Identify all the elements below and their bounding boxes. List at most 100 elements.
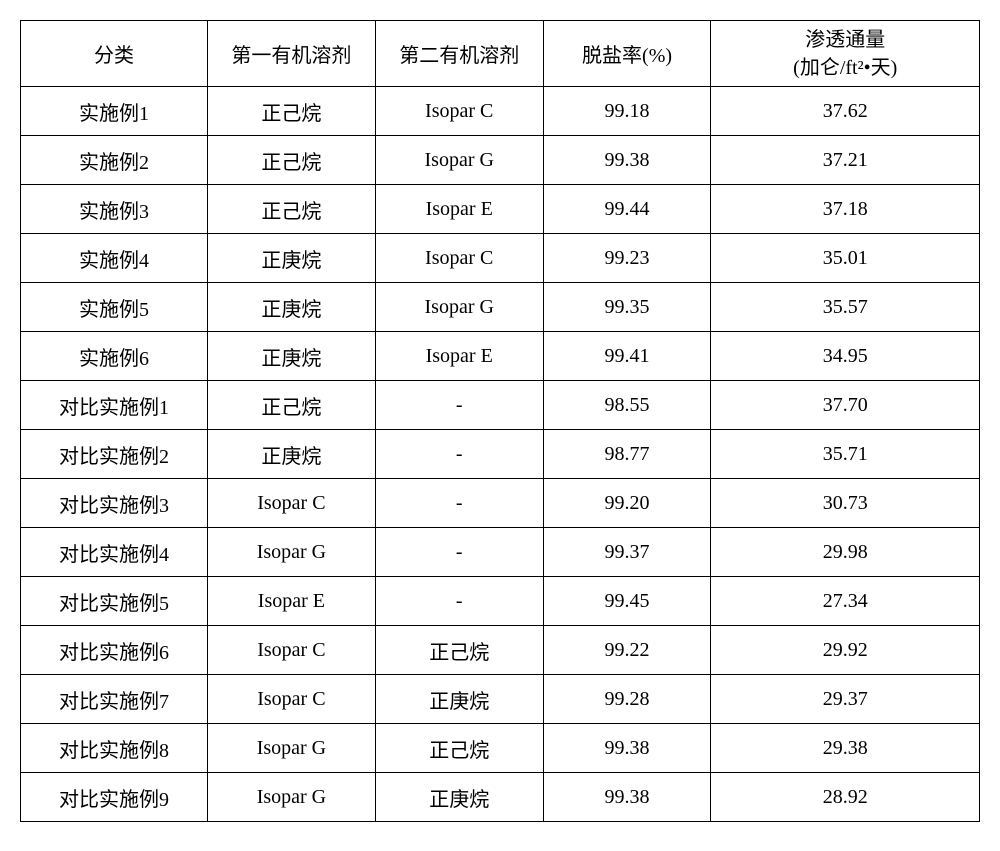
cell-rate: 99.45 xyxy=(543,577,711,626)
cell-rate: 99.23 xyxy=(543,234,711,283)
cell-category: 对比实施例2 xyxy=(21,430,208,479)
cell-solvent1: 正己烷 xyxy=(208,185,376,234)
cell-solvent1: Isopar G xyxy=(208,724,376,773)
cell-flux: 37.21 xyxy=(711,136,980,185)
cell-rate: 99.37 xyxy=(543,528,711,577)
cell-category: 实施例3 xyxy=(21,185,208,234)
table-row: 对比实施例8Isopar G正己烷99.3829.38 xyxy=(21,724,980,773)
table-row: 实施例1正己烷Isopar C99.1837.62 xyxy=(21,87,980,136)
table-row: 对比实施例4Isopar G-99.3729.98 xyxy=(21,528,980,577)
cell-solvent1: 正庚烷 xyxy=(208,234,376,283)
cell-solvent1: Isopar G xyxy=(208,528,376,577)
cell-flux: 34.95 xyxy=(711,332,980,381)
table-row: 对比实施例1正己烷-98.5537.70 xyxy=(21,381,980,430)
cell-rate: 99.41 xyxy=(543,332,711,381)
header-rate: 脱盐率(%) xyxy=(543,21,711,87)
table-body: 实施例1正己烷Isopar C99.1837.62实施例2正己烷Isopar G… xyxy=(21,87,980,822)
cell-flux: 37.18 xyxy=(711,185,980,234)
cell-solvent2: Isopar G xyxy=(375,283,543,332)
cell-solvent1: Isopar C xyxy=(208,626,376,675)
table-row: 实施例5正庚烷Isopar G99.3535.57 xyxy=(21,283,980,332)
table-row: 对比实施例7Isopar C正庚烷99.2829.37 xyxy=(21,675,980,724)
cell-category: 对比实施例7 xyxy=(21,675,208,724)
cell-flux: 29.38 xyxy=(711,724,980,773)
header-row: 分类 第一有机溶剂 第二有机溶剂 脱盐率(%) 渗透通量 (加仑/ft²•天) xyxy=(21,21,980,87)
cell-category: 实施例6 xyxy=(21,332,208,381)
cell-solvent2: 正己烷 xyxy=(375,724,543,773)
cell-category: 对比实施例6 xyxy=(21,626,208,675)
cell-solvent2: Isopar E xyxy=(375,185,543,234)
cell-category: 对比实施例9 xyxy=(21,773,208,822)
header-solvent1: 第一有机溶剂 xyxy=(208,21,376,87)
cell-category: 实施例2 xyxy=(21,136,208,185)
cell-rate: 99.35 xyxy=(543,283,711,332)
cell-solvent2: 正庚烷 xyxy=(375,773,543,822)
cell-flux: 35.71 xyxy=(711,430,980,479)
cell-flux: 29.37 xyxy=(711,675,980,724)
cell-solvent1: Isopar C xyxy=(208,675,376,724)
cell-solvent1: 正己烷 xyxy=(208,136,376,185)
cell-solvent1: Isopar C xyxy=(208,479,376,528)
table-row: 对比实施例6Isopar C正己烷99.2229.92 xyxy=(21,626,980,675)
cell-solvent2: - xyxy=(375,479,543,528)
cell-solvent2: 正庚烷 xyxy=(375,675,543,724)
cell-solvent1: 正庚烷 xyxy=(208,283,376,332)
cell-solvent1: 正庚烷 xyxy=(208,332,376,381)
cell-flux: 27.34 xyxy=(711,577,980,626)
cell-rate: 99.18 xyxy=(543,87,711,136)
cell-flux: 35.57 xyxy=(711,283,980,332)
cell-category: 实施例4 xyxy=(21,234,208,283)
header-solvent2: 第二有机溶剂 xyxy=(375,21,543,87)
table-row: 实施例2正己烷Isopar G99.3837.21 xyxy=(21,136,980,185)
cell-category: 对比实施例8 xyxy=(21,724,208,773)
table-row: 实施例6正庚烷Isopar E99.4134.95 xyxy=(21,332,980,381)
header-category: 分类 xyxy=(21,21,208,87)
cell-rate: 99.38 xyxy=(543,724,711,773)
cell-category: 对比实施例5 xyxy=(21,577,208,626)
cell-flux: 35.01 xyxy=(711,234,980,283)
cell-rate: 99.20 xyxy=(543,479,711,528)
table-row: 实施例4正庚烷Isopar C99.2335.01 xyxy=(21,234,980,283)
header-flux-line2: (加仑/ft²•天) xyxy=(719,54,971,82)
cell-solvent1: 正己烷 xyxy=(208,381,376,430)
data-table-container: 分类 第一有机溶剂 第二有机溶剂 脱盐率(%) 渗透通量 (加仑/ft²•天) … xyxy=(20,20,980,822)
cell-solvent2: - xyxy=(375,381,543,430)
cell-solvent2: - xyxy=(375,430,543,479)
cell-solvent1: 正己烷 xyxy=(208,87,376,136)
data-table: 分类 第一有机溶剂 第二有机溶剂 脱盐率(%) 渗透通量 (加仑/ft²•天) … xyxy=(20,20,980,822)
table-row: 实施例3正己烷Isopar E99.4437.18 xyxy=(21,185,980,234)
cell-rate: 99.38 xyxy=(543,136,711,185)
cell-flux: 29.98 xyxy=(711,528,980,577)
cell-flux: 29.92 xyxy=(711,626,980,675)
cell-solvent2: 正己烷 xyxy=(375,626,543,675)
cell-rate: 98.55 xyxy=(543,381,711,430)
cell-flux: 37.70 xyxy=(711,381,980,430)
cell-solvent2: Isopar E xyxy=(375,332,543,381)
cell-flux: 37.62 xyxy=(711,87,980,136)
cell-rate: 99.44 xyxy=(543,185,711,234)
table-row: 对比实施例2正庚烷-98.7735.71 xyxy=(21,430,980,479)
cell-solvent2: Isopar C xyxy=(375,87,543,136)
cell-rate: 98.77 xyxy=(543,430,711,479)
table-row: 对比实施例3Isopar C-99.2030.73 xyxy=(21,479,980,528)
cell-solvent2: - xyxy=(375,577,543,626)
cell-solvent2: Isopar C xyxy=(375,234,543,283)
cell-solvent2: Isopar G xyxy=(375,136,543,185)
table-row: 对比实施例5Isopar E-99.4527.34 xyxy=(21,577,980,626)
cell-solvent1: Isopar E xyxy=(208,577,376,626)
cell-flux: 28.92 xyxy=(711,773,980,822)
cell-flux: 30.73 xyxy=(711,479,980,528)
header-flux: 渗透通量 (加仑/ft²•天) xyxy=(711,21,980,87)
table-header: 分类 第一有机溶剂 第二有机溶剂 脱盐率(%) 渗透通量 (加仑/ft²•天) xyxy=(21,21,980,87)
cell-category: 对比实施例4 xyxy=(21,528,208,577)
cell-category: 实施例1 xyxy=(21,87,208,136)
table-row: 对比实施例9Isopar G正庚烷99.3828.92 xyxy=(21,773,980,822)
cell-solvent2: - xyxy=(375,528,543,577)
cell-solvent1: 正庚烷 xyxy=(208,430,376,479)
header-flux-line1: 渗透通量 xyxy=(719,26,971,54)
cell-rate: 99.28 xyxy=(543,675,711,724)
cell-category: 对比实施例1 xyxy=(21,381,208,430)
cell-category: 对比实施例3 xyxy=(21,479,208,528)
cell-rate: 99.22 xyxy=(543,626,711,675)
cell-rate: 99.38 xyxy=(543,773,711,822)
